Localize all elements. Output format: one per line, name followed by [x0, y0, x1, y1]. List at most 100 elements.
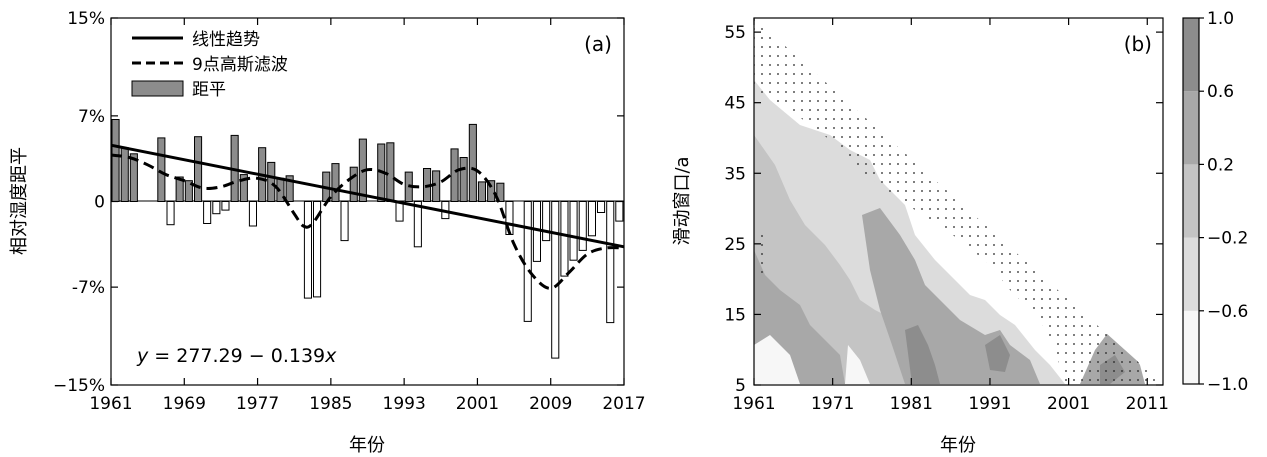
anomaly-bar — [194, 136, 203, 202]
x-tick-label: 1991 — [968, 394, 1011, 414]
y-tick-label: 35 — [724, 164, 746, 184]
y-tick-label: 55 — [724, 23, 746, 43]
x-tick-label: 1971 — [811, 394, 854, 414]
x-tick-label: 1985 — [309, 394, 352, 414]
anomaly-bar — [413, 201, 422, 248]
gaussian-filter-line — [110, 153, 625, 290]
y-tick-label: 0 — [94, 193, 105, 213]
panel-a-y-axis: −15% -7% 0 7% 15% — [53, 9, 624, 396]
anomaly-bar — [487, 180, 496, 202]
anomaly-bar — [221, 201, 230, 211]
x-tick-label: 2001 — [1047, 394, 1090, 414]
panel-a-y-label: 相对湿度距平 — [9, 147, 30, 255]
anomaly-bar — [468, 123, 477, 202]
anomaly-bar — [120, 147, 129, 202]
y-tick-label: 7% — [78, 107, 105, 127]
anomaly-bar — [459, 157, 468, 202]
anomaly-bar — [569, 201, 578, 261]
anomaly-bar — [560, 201, 569, 277]
y-tick-label: 15 — [724, 305, 746, 325]
panel-b-x-label: 年份 — [940, 435, 976, 456]
colorbar-tick-label: 0.2 — [1207, 155, 1234, 175]
contour-level-neg10-neg06-b — [845, 345, 870, 384]
anomaly-bar — [203, 201, 212, 224]
anomaly-bar — [175, 176, 184, 202]
anomaly-bar — [239, 174, 248, 203]
y-tick-label: 15% — [67, 9, 105, 29]
y-tick-label: −15% — [53, 376, 105, 396]
anomaly-bar — [450, 148, 459, 202]
legend-label-filter: 9点高斯滤波 — [192, 55, 288, 75]
x-tick-label: 1981 — [890, 394, 933, 414]
colorbar-segment — [1183, 18, 1199, 92]
panel-a-x-label: 年份 — [349, 435, 385, 456]
anomaly-bar — [313, 201, 322, 298]
anomaly-bar — [477, 181, 486, 202]
x-tick-label: 2017 — [602, 394, 645, 414]
anomaly-bar — [340, 201, 349, 242]
panel-b-y-label: 滑动窗口/a — [672, 156, 693, 245]
x-tick-label: 1969 — [163, 394, 206, 414]
anomaly-bar — [166, 201, 175, 226]
colorbar-segment — [1183, 310, 1199, 384]
anomaly-bar — [587, 201, 597, 237]
colorbar-segment — [1183, 164, 1199, 238]
panel-b-x-axis: 1961 1971 1981 1991 2001 2011 — [732, 18, 1169, 414]
contour-level-neg02-02 — [754, 135, 985, 384]
anomaly-bar — [386, 142, 395, 203]
colorbar-segment — [1183, 91, 1199, 165]
x-tick-label: 1961 — [732, 394, 775, 414]
y-tick-label: 45 — [724, 94, 746, 114]
anomaly-bar — [597, 201, 606, 213]
colorbar-tick-label: 0.6 — [1207, 82, 1234, 102]
panel-a: 1961 1969 1977 1985 1993 2001 2009 2017 −15% -7%… — [9, 9, 646, 456]
anomaly-bar — [248, 201, 257, 227]
panel-b-y-axis: 5 15 25 35 45 55 — [724, 23, 1163, 396]
x-tick-label: 2009 — [529, 394, 572, 414]
legend-bar-icon — [131, 80, 184, 97]
anomaly-bar — [395, 201, 404, 222]
anomaly-bar — [496, 182, 505, 202]
contour-level-06-10 — [905, 325, 940, 384]
linear-trend-line — [110, 143, 625, 249]
y-tick-label: -7% — [72, 278, 105, 298]
x-tick-label: 2011 — [1126, 394, 1169, 414]
anomaly-bar — [551, 201, 560, 359]
anomaly-bar — [157, 137, 166, 202]
colorbar-segment — [1183, 237, 1199, 311]
anomaly-bar — [331, 163, 340, 203]
panel-b: 1961 1971 1981 1991 2001 2011 5 15 25 35 45 55 (b)… — [672, 9, 1248, 456]
legend-label-anomaly: 距平 — [192, 80, 226, 100]
x-tick-label: 1993 — [383, 394, 426, 414]
colorbar-tick-label: −0.2 — [1207, 229, 1248, 249]
anomaly-bar — [285, 175, 294, 203]
colorbar: −1.0 −0.6 −0.2 0.2 0.6 1.0 — [1182, 9, 1248, 395]
panel-a-label: (a) — [584, 32, 612, 56]
anomaly-bar — [303, 201, 312, 299]
anomaly-bar — [267, 161, 276, 202]
stippled-region-left — [757, 230, 768, 275]
colorbar-frame — [1182, 17, 1200, 385]
contour-level-06-10-b — [985, 335, 1010, 372]
anomaly-bar — [523, 201, 532, 322]
panel-b-frame — [753, 17, 1164, 386]
anomaly-bar — [606, 201, 615, 324]
anomaly-bar — [349, 166, 358, 202]
x-tick-label: 1961 — [89, 394, 132, 414]
panel-b-label: (b) — [1124, 32, 1152, 56]
anomaly-bar — [542, 201, 551, 242]
anomaly-bar — [111, 119, 120, 202]
x-tick-label: 1977 — [236, 394, 279, 414]
panel-a-x-axis: 1961 1969 1977 1985 1993 2001 2009 2017 — [89, 18, 646, 414]
anomaly-bar — [129, 153, 138, 203]
anomaly-bar — [578, 201, 587, 251]
anomaly-bar — [212, 201, 221, 215]
x-tick-label: 2001 — [456, 394, 499, 414]
colorbar-tick-label: −1.0 — [1207, 375, 1248, 395]
panel-a-legend: 线性趋势 9点高斯滤波 距平 — [131, 30, 288, 100]
colorbar-tick-label: 1.0 — [1207, 9, 1234, 29]
y-tick-label: 25 — [724, 235, 746, 255]
regression-equation: y = 277.29 − 0.139x — [136, 345, 337, 367]
legend-label-trend: 线性趋势 — [192, 30, 260, 50]
